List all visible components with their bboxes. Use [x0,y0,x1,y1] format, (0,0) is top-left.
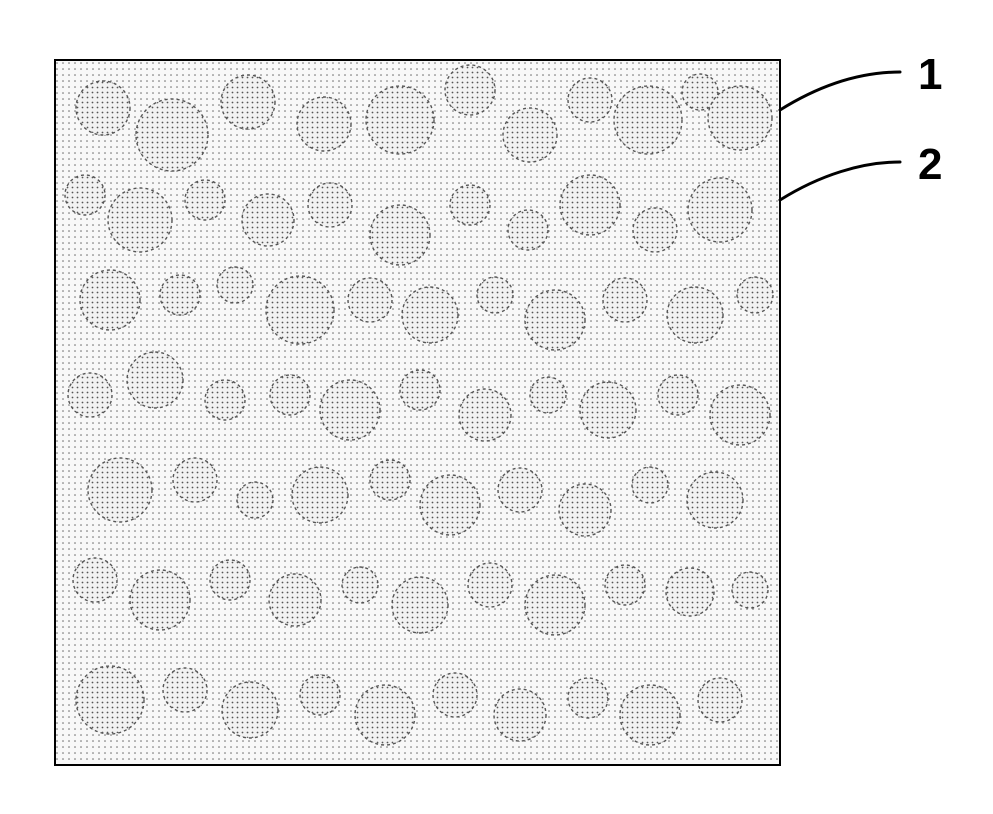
particle [560,175,620,235]
composite-figure [0,0,993,814]
particle [658,375,698,415]
particle [468,563,512,607]
particle [737,277,773,313]
particle [459,389,511,441]
particle [632,467,668,503]
particle [308,183,352,227]
particle [708,86,772,150]
particle [568,78,612,122]
particle [445,65,495,115]
particle [108,188,172,252]
particle [136,99,208,171]
particle [222,682,278,738]
particle [667,287,723,343]
particle [266,276,334,344]
particle [525,290,585,350]
callout-label-2: 2 [918,140,942,190]
particle [633,208,677,252]
particle [68,373,112,417]
particle [603,278,647,322]
particle [210,560,250,600]
leader-line-2 [780,162,900,200]
figure-stage: 1 2 [0,0,993,814]
particle [76,81,130,135]
particle [342,567,378,603]
particle [217,267,253,303]
particle [402,287,458,343]
particle [732,572,768,608]
particle [130,570,190,630]
particle [503,108,557,162]
particle [687,472,743,528]
particle [433,673,477,717]
particle [292,467,348,523]
particle [160,275,200,315]
particle [477,277,513,313]
particle [300,675,340,715]
particle [614,86,682,154]
particle [530,377,566,413]
particle [297,97,351,151]
particle [698,678,742,722]
particle [688,178,752,242]
leader-line-1 [780,72,900,110]
particle [237,482,273,518]
particle [666,568,714,616]
particle [221,75,275,129]
particle [494,689,546,741]
particle [420,475,480,535]
particle [370,460,410,500]
particle [508,210,548,250]
particle [559,484,611,536]
particle [320,380,380,440]
particle [605,565,645,605]
particle [185,180,225,220]
particle [73,558,117,602]
particle [400,370,440,410]
particle [568,678,608,718]
particle [163,668,207,712]
particle [620,685,680,745]
particle [269,574,321,626]
particle [355,685,415,745]
callout-label-1: 1 [918,50,942,100]
particle [242,194,294,246]
particle [76,666,144,734]
particle [370,205,430,265]
particle [450,185,490,225]
particle [127,352,183,408]
particle [348,278,392,322]
particle [525,575,585,635]
particle [580,382,636,438]
particle [498,468,542,512]
particle [80,270,140,330]
particle [710,385,770,445]
particle [205,380,245,420]
particle [392,577,448,633]
particle [270,375,310,415]
particle [88,458,152,522]
particle [173,458,217,502]
particle [366,86,434,154]
particle [65,175,105,215]
